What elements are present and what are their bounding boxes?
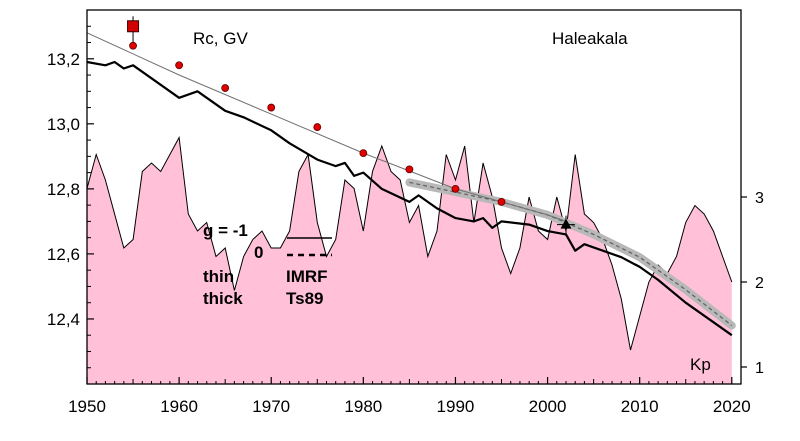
observed-point-1970 [267,103,276,112]
kp-tick-label-3: 3 [755,190,764,207]
black-triangle-marker [560,218,572,229]
x-tick-label-1950: 1950 [68,397,106,416]
y-tick-label-0: 12,4 [47,310,80,329]
series-ts89-gm1 [86,60,733,337]
observed-point-1995 [497,197,506,206]
y-tick-label-2: 12,8 [47,180,80,199]
x-tick-label-1960: 1960 [160,397,198,416]
x-tick-label-2000: 2000 [529,397,567,416]
legend-imrf-label: IMRF [286,267,328,286]
kp-area-fill [87,137,732,384]
observed-point-1965 [221,84,230,92]
y-axis-label: Rc, GV [193,29,248,48]
kp-area-outline [86,135,733,351]
x-tick-label-2010: 2010 [621,397,659,416]
y-tick-label-1: 12,6 [47,245,80,264]
observed-point-1955 [129,41,137,50]
observed-point-1960 [175,61,184,70]
kp-tick-label-1: 1 [755,360,764,377]
legend-ts89-label: Ts89 [286,289,324,308]
kp-area-layer [86,135,733,384]
kp-tick-label-2: 2 [755,275,764,292]
markers-layer [127,16,575,234]
legend-g-zero-label: 0 [254,243,263,262]
legend-g-minus1-label: g = -1 [203,221,248,240]
kp-axis-label: Kp [690,355,711,374]
y-tick-label-3: 13,0 [47,115,80,134]
series-ts89-g0 [409,181,733,326]
x-tick-label-1990: 1990 [437,397,475,416]
x-tick-label-1970: 1970 [252,397,290,416]
axis-layer: 1950 1960 1970 1980 1990 2000 2010 2020 12,4 12,6… [47,25,764,416]
legend-thick-label: thick [203,289,243,308]
station-label: Haleakala [552,29,628,48]
observed-point-1975 [313,123,322,131]
observed-point-1985 [405,165,414,174]
y-tick-label-4: 13,2 [47,50,80,69]
x-tick-label-2020: 2020 [713,397,751,416]
red-square-marker [127,20,140,33]
observed-point-1980 [359,149,368,157]
legend-thin-label: thin [203,267,234,286]
legend: g = -1 0 thin IMRF thick Ts89 [203,221,332,308]
observed-point-1990 [451,184,460,193]
plot-frame [86,9,742,385]
x-tick-label-1980: 1980 [344,397,382,416]
